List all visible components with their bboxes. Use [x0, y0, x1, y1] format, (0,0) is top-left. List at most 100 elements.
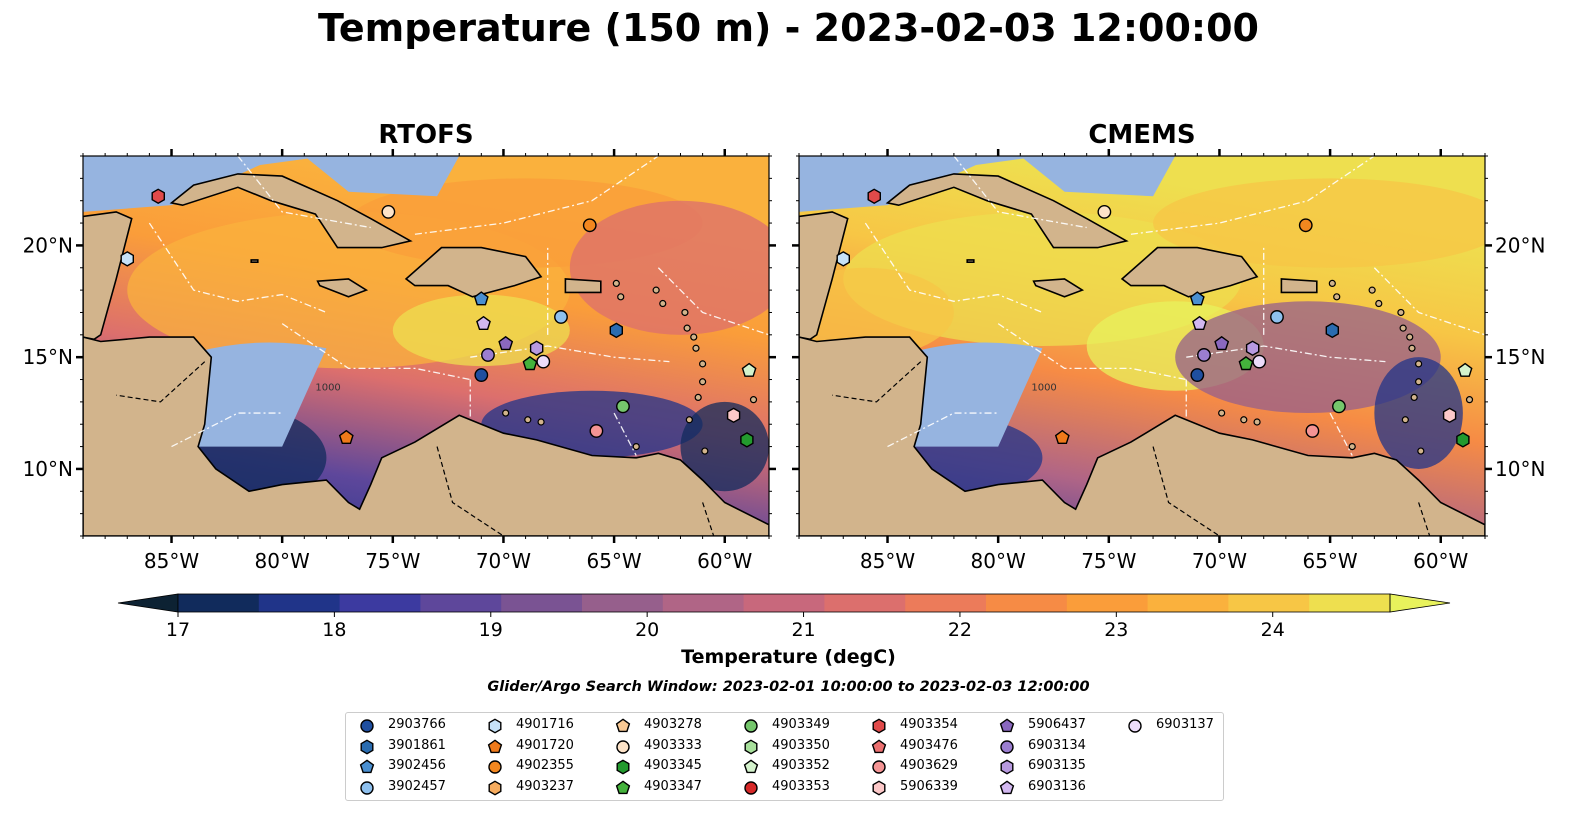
- map-frame: [798, 155, 1486, 537]
- legend-label: 3902457: [388, 778, 446, 794]
- legend-label: 4903353: [772, 778, 830, 794]
- float-marker-4903345: [740, 432, 754, 448]
- legend-label: 4902355: [516, 758, 574, 773]
- y-tick-label: 10°N: [1495, 457, 1545, 481]
- small-island: [1415, 360, 1423, 368]
- country-border: [1152, 446, 1220, 536]
- small-island: [681, 308, 689, 317]
- float-marker-3902457: [1270, 310, 1284, 324]
- legend-marker: [999, 718, 1015, 733]
- small-island: [537, 418, 545, 426]
- float-marker-4903352: [741, 362, 757, 377]
- colorbar-segment: [743, 594, 825, 612]
- temperature-feature: [680, 401, 769, 492]
- float-marker-4903349: [616, 399, 630, 414]
- eez-boundary: [953, 156, 1087, 229]
- temperature-feature: [392, 294, 570, 367]
- pentagon-marker-icon: [743, 759, 759, 774]
- x-tick-label: 80°W: [255, 549, 310, 573]
- float-marker-4901716: [120, 251, 135, 267]
- hexagon-marker-icon: [616, 759, 630, 775]
- legend-marker: [1128, 719, 1142, 733]
- legend-label: 6903134: [1028, 737, 1086, 753]
- land-cayman: [250, 259, 259, 264]
- circle-marker-icon: [1000, 739, 1014, 754]
- colorbar-segment: [1309, 594, 1391, 612]
- colorbar-segment: [258, 594, 341, 612]
- float-marker-4903629: [1305, 424, 1320, 438]
- figure-title: Temperature (150 m) - 2023-02-03 12:00:0…: [317, 6, 1259, 50]
- float-marker-5906437: [1214, 335, 1230, 351]
- hexagon-marker-icon: [488, 718, 502, 734]
- hexagon-marker-icon: [872, 779, 886, 796]
- float-marker-4903333: [1097, 204, 1112, 219]
- legend-marker: [872, 718, 886, 734]
- eez-boundary: [1130, 156, 1375, 235]
- legend-label: 6903135: [1028, 758, 1086, 773]
- legend-label: 4903345: [644, 758, 702, 773]
- y-tick-label: 15°N: [23, 345, 73, 369]
- contour-label: 1000: [1031, 383, 1056, 394]
- country-border: [832, 361, 922, 403]
- small-island: [1406, 333, 1414, 341]
- x-tick-label: 85°W: [144, 549, 199, 573]
- temperature-feature: [569, 200, 769, 335]
- land-puerto-rico: [1280, 278, 1318, 294]
- colorbar-segment: [501, 594, 583, 612]
- circle-marker-icon: [360, 780, 374, 795]
- colorbar-label: Temperature (degC): [681, 646, 896, 668]
- small-island: [1328, 279, 1336, 288]
- hexagon-marker-icon: [488, 779, 502, 796]
- x-tick-label: 60°W: [1413, 549, 1468, 573]
- hexagon-marker-icon: [744, 738, 758, 755]
- legend-marker: [871, 738, 887, 753]
- small-island: [1465, 396, 1474, 404]
- legend-marker: [488, 779, 502, 796]
- small-island: [1417, 447, 1425, 455]
- circle-marker-icon: [744, 719, 758, 733]
- legend-marker: [615, 779, 631, 794]
- legend-marker: [616, 739, 630, 754]
- eez-boundary: [281, 323, 471, 381]
- country-border: [116, 361, 206, 403]
- x-tick-label: 75°W: [365, 549, 420, 573]
- float-marker-4903354: [151, 188, 166, 205]
- temperature-feature: [1374, 357, 1463, 469]
- y-tick-label: 10°N: [23, 457, 73, 481]
- legend-label: 6903136: [1028, 778, 1086, 794]
- eez-boundary: [414, 156, 659, 235]
- small-island: [1415, 378, 1423, 386]
- legend-label: 3902456: [388, 758, 446, 773]
- small-island: [683, 324, 691, 332]
- eez-boundary: [1186, 345, 1386, 363]
- float-marker-4903347: [522, 356, 538, 371]
- colorbar-segment: [420, 594, 502, 612]
- pentagon-marker-icon: [999, 779, 1015, 794]
- legend-label: 4901716: [516, 717, 574, 732]
- circle-marker-icon: [360, 719, 374, 733]
- colorbar-tick-label: 23: [1104, 619, 1128, 641]
- temperature-feature: [799, 267, 954, 358]
- legend-marker: [743, 759, 759, 774]
- circle-marker-icon: [1128, 719, 1142, 733]
- colorbar-segment: [1228, 594, 1310, 612]
- small-island: [1410, 393, 1418, 402]
- small-island: [1240, 416, 1248, 424]
- colorbar-tick-label: 19: [479, 619, 503, 641]
- temperature-feature: [1175, 301, 1441, 414]
- small-island: [652, 286, 660, 294]
- float-marker-6903135: [1245, 340, 1260, 357]
- colorbar-segment: [824, 594, 906, 612]
- circle-marker-icon: [744, 780, 758, 795]
- legend-marker: [487, 738, 503, 753]
- colorbar-tick-label: 21: [791, 619, 815, 641]
- float-marker-6903134: [1197, 348, 1211, 362]
- float-marker-2903766: [1190, 368, 1205, 382]
- float-marker-4903345: [1456, 432, 1470, 448]
- bahamas-shelf: [1020, 156, 1176, 197]
- small-island: [524, 416, 532, 424]
- float-marker-4901720: [338, 429, 354, 444]
- colorbar-tick-label: 18: [322, 619, 346, 641]
- float-marker-6903137: [1252, 354, 1267, 369]
